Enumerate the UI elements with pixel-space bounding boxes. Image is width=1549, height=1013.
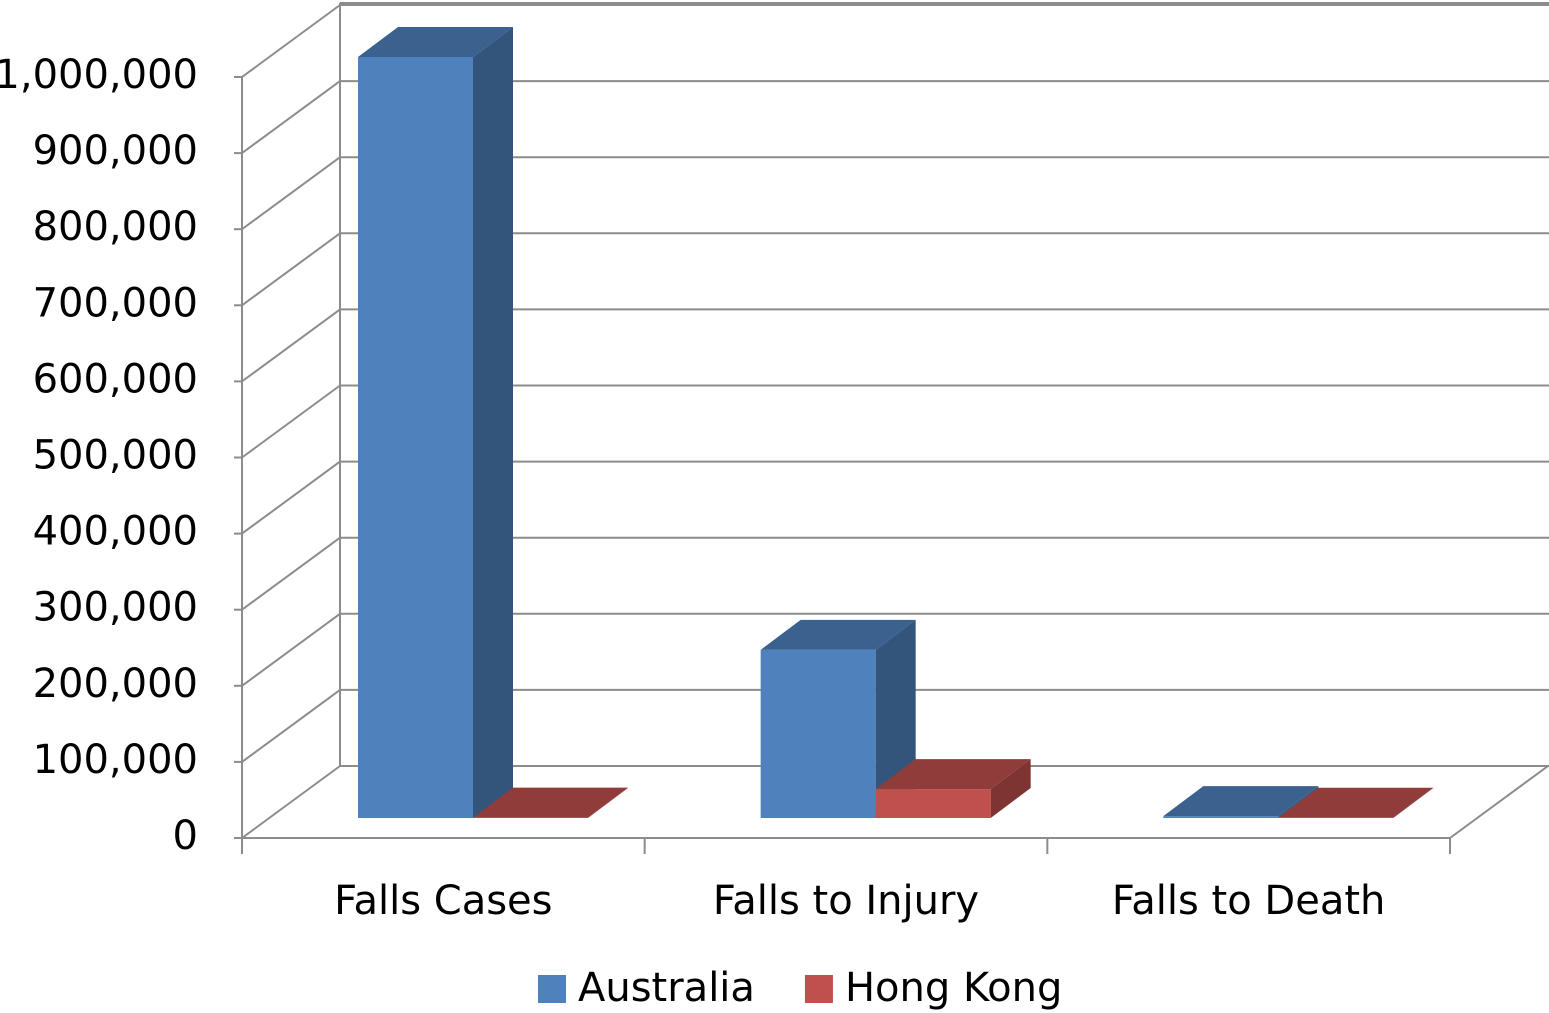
y-tick-label: 400,000: [33, 509, 198, 555]
bar-top: [1278, 787, 1434, 818]
y-tick-label: 500,000: [33, 433, 198, 479]
grid-line: [241, 80, 341, 154]
y-tick-label: 300,000: [33, 585, 198, 631]
grid-line: [241, 460, 341, 535]
grid-line: [241, 612, 341, 687]
bar-top: [875, 759, 1031, 790]
bar: [760, 649, 876, 818]
bar-top: [760, 619, 916, 650]
y-tick-label: 0: [173, 813, 198, 859]
bar: [358, 57, 473, 818]
y-tick-label: 1,000,000: [0, 52, 198, 98]
bar-side: [990, 759, 1031, 818]
y-tick-label: 100,000: [33, 737, 198, 783]
y-tick-label: 200,000: [33, 661, 198, 707]
legend-swatch: [538, 975, 566, 1003]
grid-line: [241, 384, 341, 459]
bar: [1163, 816, 1279, 818]
y-tick-label: 800,000: [33, 204, 198, 250]
x-tick-label: Falls Cases: [334, 878, 552, 924]
legend-label: Australia: [578, 965, 755, 1011]
y-tick-label: 900,000: [33, 128, 198, 174]
bar: [875, 789, 991, 818]
bar-top: [473, 787, 628, 818]
legend-swatch: [804, 975, 833, 1003]
bar-side: [588, 787, 628, 818]
y-tick-label: 700,000: [33, 280, 198, 326]
grid-line: [241, 232, 341, 307]
x-tick-label: Falls to Death: [1112, 878, 1385, 924]
floor-edge: [1449, 765, 1549, 839]
bar-top: [358, 27, 513, 57]
bar-side: [1278, 786, 1319, 818]
bar-side: [1393, 787, 1434, 818]
x-tick-label: Falls to Injury: [713, 878, 979, 924]
grid-line: [241, 308, 341, 383]
bar-side: [473, 27, 513, 818]
grid-line: [241, 156, 341, 231]
y-tick-label: 600,000: [33, 356, 198, 402]
grid-line: [241, 4, 341, 78]
grid-line: [241, 765, 341, 839]
grid-line: [241, 536, 341, 611]
bar-top: [1163, 786, 1319, 817]
grid-line: [241, 689, 341, 763]
legend-label: Hong Kong: [845, 965, 1062, 1011]
